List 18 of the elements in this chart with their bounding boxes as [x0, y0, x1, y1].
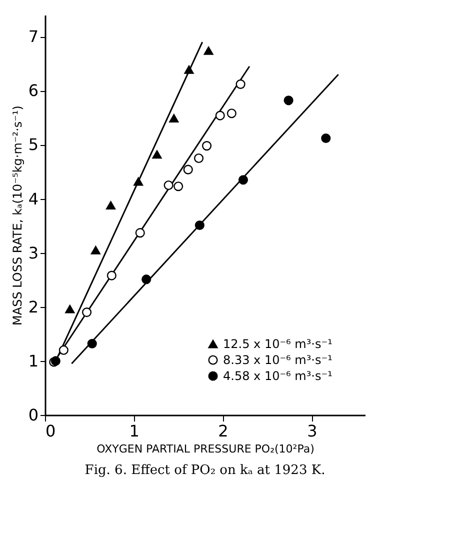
y-tick-label: 1 — [28, 351, 38, 370]
x-axis-title: OXYGEN PARTIAL PRESSURE PO₂(10²Pa) — [96, 442, 314, 456]
x-tick-label: 2 — [218, 422, 228, 440]
y-axis-title: MASS LOSS RATE, kₐ(10⁻⁵kg·m⁻²·s⁻¹) — [10, 106, 24, 326]
y-tick-label: 2 — [28, 297, 38, 316]
x-tick-label: 3 — [307, 422, 318, 440]
legend-label: 12.5 x 10⁻⁶ m³·s⁻¹ — [223, 337, 333, 351]
text: Fig. 6. Effect of PO₂ on kₐ at 1923 K. — [84, 463, 326, 478]
y-tick-label: 5 — [28, 135, 38, 154]
y-tick-label: 6 — [28, 81, 38, 100]
y-tick-label: 3 — [28, 243, 38, 262]
x-tick-label: 0 — [46, 422, 56, 440]
y-tick-label: 4 — [28, 189, 38, 208]
y-tick-label: 7 — [28, 27, 38, 46]
legend-label: 4.58 x 10⁻⁶ m³·s⁻¹ — [223, 369, 333, 383]
y-tick-label: 0 — [28, 406, 38, 424]
x-tick-label: 1 — [129, 422, 140, 440]
legend-label: 8.33 x 10⁻⁶ m³·s⁻¹ — [223, 353, 333, 367]
